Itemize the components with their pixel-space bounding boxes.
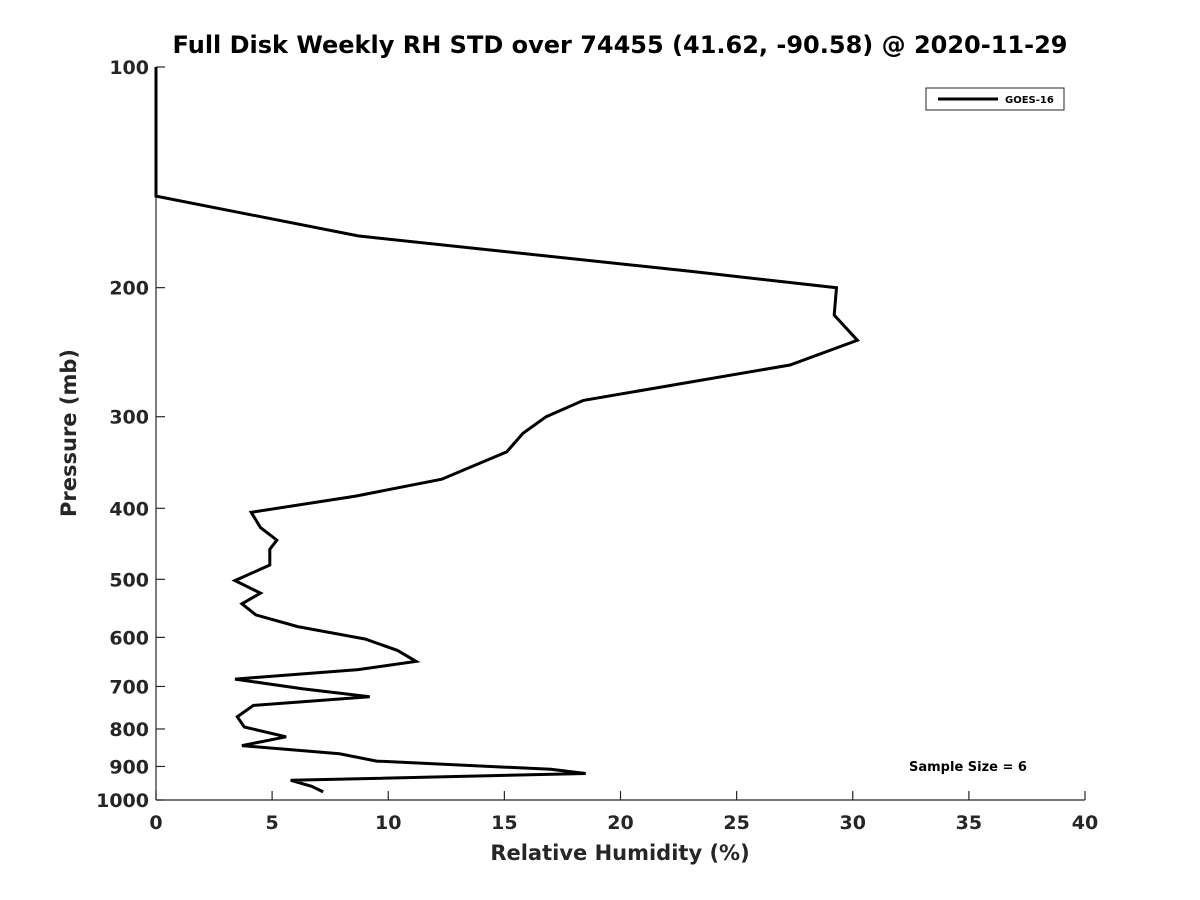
series-line-goes-16	[154, 67, 861, 794]
x-tick-label: 10	[375, 812, 401, 834]
y-tick-label: 700	[109, 676, 149, 698]
y-tick-label: 100	[109, 57, 149, 79]
y-tick-label: 600	[109, 627, 149, 649]
y-tick-label: 900	[109, 756, 149, 778]
x-tick-label: 20	[607, 812, 633, 834]
y-tick-label: 400	[109, 498, 149, 520]
legend-label-goes-16: GOES-16	[1005, 95, 1054, 106]
series-group	[154, 67, 861, 794]
x-tick-label: 30	[840, 812, 866, 834]
y-tick-label: 200	[109, 278, 149, 300]
chart-title: Full Disk Weekly RH STD over 74455 (41.6…	[173, 31, 1068, 59]
x-tick-label: 5	[266, 812, 279, 834]
x-tick-label: 25	[723, 812, 749, 834]
y-tick-label: 300	[109, 407, 149, 429]
x-tick-label: 35	[956, 812, 982, 834]
x-ticks: 0 5 10 15 20 25 30 35 40	[149, 791, 1098, 834]
y-tick-label: 800	[109, 719, 149, 741]
x-tick-label: 40	[1072, 812, 1098, 834]
y-tick-label: 1000	[96, 790, 149, 812]
x-axis-label: Relative Humidity (%)	[490, 841, 749, 865]
y-axis-label: Pressure (mb)	[57, 349, 81, 517]
x-tick-label: 15	[491, 812, 517, 834]
x-tick-label: 0	[149, 812, 162, 834]
y-ticks: 100 200 300 400 500 600 700 800 900 1000	[96, 57, 165, 812]
y-tick-label: 500	[109, 569, 149, 591]
legend: GOES-16	[925, 87, 1065, 111]
sample-size-annotation: Sample Size = 6	[909, 760, 1027, 775]
